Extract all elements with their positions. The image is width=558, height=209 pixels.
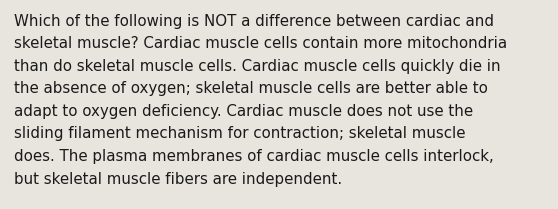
- Text: than do skeletal muscle cells. Cardiac muscle cells quickly die in: than do skeletal muscle cells. Cardiac m…: [14, 59, 501, 74]
- Text: but skeletal muscle fibers are independent.: but skeletal muscle fibers are independe…: [14, 172, 342, 187]
- Text: skeletal muscle? Cardiac muscle cells contain more mitochondria: skeletal muscle? Cardiac muscle cells co…: [14, 36, 507, 51]
- Text: adapt to oxygen deficiency. Cardiac muscle does not use the: adapt to oxygen deficiency. Cardiac musc…: [14, 104, 473, 119]
- Text: Which of the following is NOT a difference between cardiac and: Which of the following is NOT a differen…: [14, 14, 494, 29]
- Text: the absence of oxygen; skeletal muscle cells are better able to: the absence of oxygen; skeletal muscle c…: [14, 81, 488, 96]
- Text: sliding filament mechanism for contraction; skeletal muscle: sliding filament mechanism for contracti…: [14, 126, 465, 141]
- Text: does. The plasma membranes of cardiac muscle cells interlock,: does. The plasma membranes of cardiac mu…: [14, 149, 494, 164]
